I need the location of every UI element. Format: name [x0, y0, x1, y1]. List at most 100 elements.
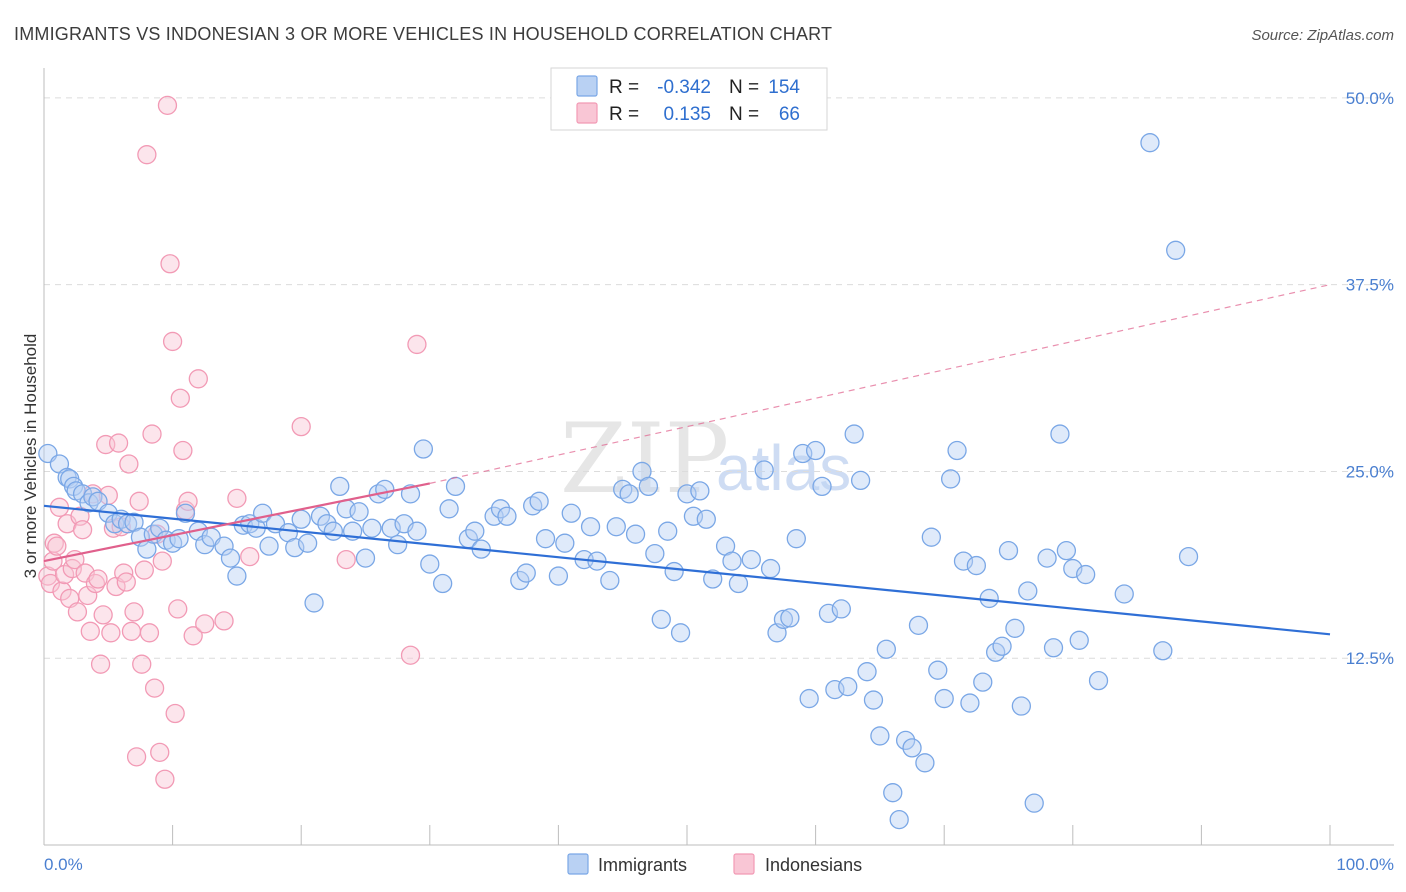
data-point-immigrants [979, 588, 999, 609]
x-tick-label-max: 100.0% [1336, 855, 1394, 874]
data-point-immigrants [387, 535, 408, 555]
data-point-immigrants [510, 570, 530, 591]
series-immigrants [38, 133, 1199, 830]
data-point-indonesians [178, 491, 198, 511]
data-point-indonesians [116, 572, 136, 592]
legend-n-value-1: 154 [768, 77, 800, 98]
data-point-immigrants [214, 536, 234, 556]
data-point-immigrants [310, 506, 331, 526]
data-point-immigrants [497, 506, 517, 526]
data-point-indonesians [137, 145, 157, 165]
data-point-immigrants [741, 549, 761, 570]
data-point-immigrants [1114, 584, 1134, 604]
data-point-indonesians [240, 546, 260, 567]
data-point-indonesians [124, 602, 144, 622]
y-axis-label: 3 or more Vehicles in Household [21, 334, 40, 579]
data-point-immigrants [728, 573, 749, 594]
data-point-immigrants [857, 662, 877, 682]
data-point-immigrants [690, 481, 710, 501]
data-point-immigrants [889, 809, 909, 830]
x-ticks [43, 825, 1331, 845]
legend-swatch-indonesians [576, 102, 598, 124]
data-point-immigrants [407, 521, 427, 541]
data-point-immigrants [844, 424, 864, 444]
data-point-immigrants [490, 499, 511, 519]
data-point-immigrants [561, 503, 581, 523]
data-point-immigrants [992, 636, 1012, 656]
data-point-immigrants [291, 509, 311, 529]
data-point-immigrants [619, 484, 639, 504]
data-point-immigrants [400, 484, 421, 504]
data-point-indonesians [90, 654, 111, 674]
data-point-immigrants [259, 536, 279, 556]
data-point-immigrants [355, 548, 376, 568]
data-point-indonesians [47, 536, 67, 556]
data-point-immigrants [863, 690, 884, 710]
bottom-legend-swatch-indonesians [733, 853, 755, 875]
data-point-indonesians [52, 581, 72, 601]
data-point-immigrants [876, 639, 896, 659]
data-point-immigrants [1037, 548, 1057, 568]
data-point-immigrants [908, 615, 929, 635]
data-point-immigrants [1043, 638, 1064, 658]
data-point-indonesians [126, 747, 147, 767]
data-point-immigrants [606, 517, 626, 537]
legend-n-value-2: 66 [779, 104, 800, 125]
data-point-immigrants [580, 517, 601, 537]
data-point-immigrants [664, 561, 684, 582]
data-point-immigrants [947, 440, 967, 461]
watermark-text: ZIP [560, 403, 729, 515]
data-point-indonesians [54, 564, 75, 585]
data-point-indonesians [121, 621, 142, 641]
data-point-immigrants [883, 783, 903, 803]
data-point-immigrants [433, 573, 453, 594]
bottom-legend-indonesians: Indonesians [765, 855, 862, 875]
data-point-immigrants [928, 660, 948, 680]
data-point-indonesians [129, 491, 149, 511]
data-point-immigrants [600, 570, 620, 591]
bottom-legend-swatch-immigrants [567, 853, 589, 875]
legend-swatch-immigrants [576, 75, 598, 97]
watermark: ZIP atlas [560, 403, 851, 515]
y-tick-labels: 12.5% 25.0% 37.5% 50.0% [1346, 89, 1394, 668]
data-point-indonesians [214, 611, 234, 631]
data-point-immigrants [638, 476, 659, 497]
data-point-indonesians [157, 95, 178, 116]
data-point-indonesians [132, 654, 152, 674]
data-point-immigrants [934, 688, 954, 709]
data-point-immigrants [838, 676, 858, 697]
data-point-immigrants [696, 509, 716, 529]
data-point-immigrants [658, 521, 678, 541]
trend-line-immigrants [43, 504, 1331, 636]
data-point-immigrants [831, 599, 851, 619]
legend-r-label-2: R = [609, 104, 639, 125]
data-point-indonesians [101, 623, 121, 643]
data-point-indonesians [72, 520, 93, 540]
legend-n-label-2: N = [729, 104, 759, 125]
data-point-indonesians [170, 388, 190, 408]
x-tick-label-min: 0.0% [44, 855, 83, 874]
data-point-immigrants [375, 479, 395, 500]
data-point-immigrants [304, 593, 324, 613]
data-point-indonesians [227, 488, 247, 508]
data-point-immigrants [940, 469, 961, 489]
data-point-indonesians [173, 440, 193, 461]
data-point-immigrants [895, 730, 916, 751]
bottom-legend-immigrants: Immigrants [598, 855, 687, 875]
data-point-immigrants [966, 555, 986, 576]
data-point-immigrants [1140, 133, 1160, 153]
stats-legend: R = -0.342 N = 154 R = 0.135 N = 66 [550, 67, 828, 131]
data-point-immigrants [651, 609, 671, 630]
data-point-immigrants [645, 543, 665, 564]
data-point-immigrants [703, 569, 723, 589]
data-point-indonesians [336, 549, 356, 570]
data-point-immigrants [805, 440, 826, 461]
data-point-indonesians [80, 621, 100, 641]
data-point-immigrants [780, 608, 800, 628]
data-point-immigrants [812, 476, 832, 497]
data-point-immigrants [1050, 424, 1070, 444]
data-point-indonesians [160, 254, 180, 274]
data-point-immigrants [439, 499, 459, 519]
data-point-immigrants [1153, 641, 1173, 661]
